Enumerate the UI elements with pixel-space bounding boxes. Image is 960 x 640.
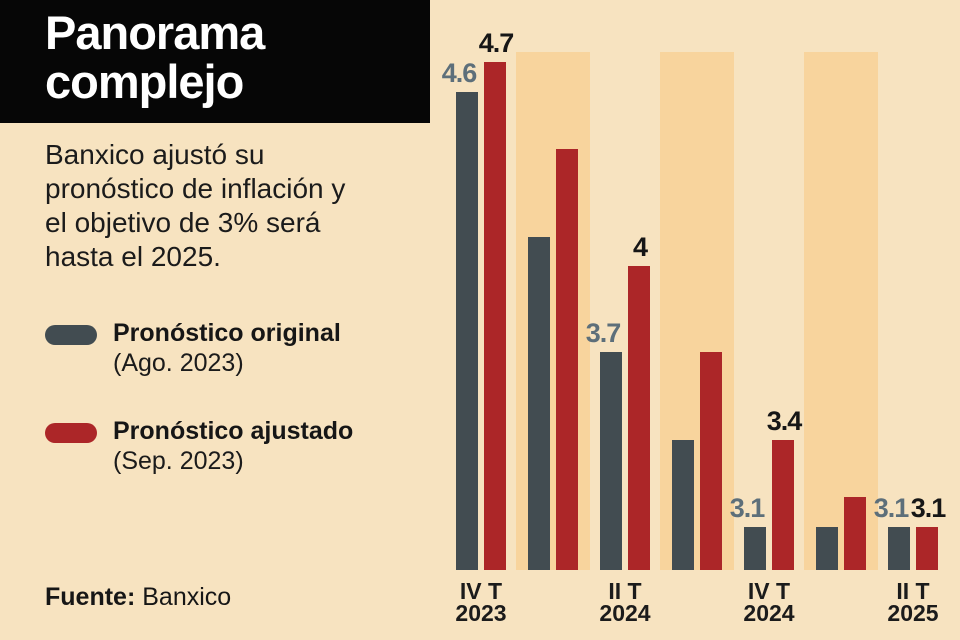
legend-swatch-adjusted-icon	[45, 423, 97, 443]
bar-original	[816, 527, 838, 570]
bar-adjusted	[772, 440, 794, 570]
x-tick-line: 2025	[887, 600, 939, 626]
quarter-highlight-band	[804, 52, 878, 570]
value-label-adjusted: 4.7	[478, 28, 515, 58]
legend: Pronóstico original (Ago. 2023) Pronósti…	[45, 318, 353, 514]
value-label-adjusted: 4	[632, 232, 648, 262]
value-label-adjusted: 3.1	[910, 493, 947, 523]
bar-original	[600, 352, 622, 570]
page-title-line-1: Panorama	[45, 6, 265, 59]
x-tick-line: 2024	[599, 600, 651, 626]
x-tick-line: II T	[896, 578, 930, 604]
value-label-original: 3.7	[585, 318, 622, 348]
value-label-original: 3.1	[729, 493, 766, 523]
x-tick-line: IV T	[459, 578, 503, 604]
x-tick-label: II T 2024	[575, 578, 675, 626]
x-tick-line: 2024	[743, 600, 795, 626]
x-tick-line: IV T	[747, 578, 791, 604]
source-note: Fuente: Banxico	[45, 583, 231, 612]
legend-item-adjusted: Pronóstico ajustado (Sep. 2023)	[45, 416, 353, 476]
description: Banxico ajustó su pronóstico de inflació…	[45, 138, 425, 274]
title-box: Panorama complejo	[0, 0, 430, 123]
bar-adjusted	[844, 497, 866, 570]
bar-adjusted	[556, 149, 578, 570]
x-tick-line: 2023	[455, 600, 507, 626]
bar-adjusted	[916, 527, 938, 570]
source-prefix: Fuente:	[45, 583, 136, 611]
legend-label: Pronóstico ajustado	[113, 417, 354, 445]
legend-label: Pronóstico original	[113, 319, 341, 347]
value-label-adjusted: 3.4	[766, 406, 803, 436]
value-label-original: 3.1	[873, 493, 910, 523]
x-tick-label: II T 2025	[863, 578, 960, 626]
legend-text-original: Pronóstico original (Ago. 2023)	[113, 318, 341, 378]
bar-original	[456, 92, 478, 570]
x-tick-label: IV T 2024	[719, 578, 819, 626]
x-tick-line: II T	[608, 578, 642, 604]
bar-adjusted	[700, 352, 722, 570]
description-line: hasta el 2025.	[45, 241, 221, 272]
bar-adjusted	[628, 266, 650, 570]
bar-original	[744, 527, 766, 570]
legend-sublabel: (Ago. 2023)	[113, 349, 244, 377]
legend-sublabel: (Sep. 2023)	[113, 447, 244, 475]
bar-adjusted	[484, 62, 506, 570]
value-label-original: 4.6	[441, 58, 478, 88]
bar-original	[672, 440, 694, 570]
legend-text-adjusted: Pronóstico ajustado (Sep. 2023)	[113, 416, 353, 476]
description-line: Banxico ajustó su	[45, 139, 265, 170]
description-line: pronóstico de inflación y	[45, 173, 346, 204]
x-tick-label: IV T 2023	[431, 578, 531, 626]
bar-original	[528, 237, 550, 570]
legend-item-original: Pronóstico original (Ago. 2023)	[45, 318, 353, 378]
page-title-line-2: complejo	[45, 55, 244, 108]
bar-original	[888, 527, 910, 570]
legend-swatch-original-icon	[45, 325, 97, 345]
source-text: Banxico	[142, 583, 232, 611]
description-line: el objetivo de 3% será	[45, 207, 321, 238]
